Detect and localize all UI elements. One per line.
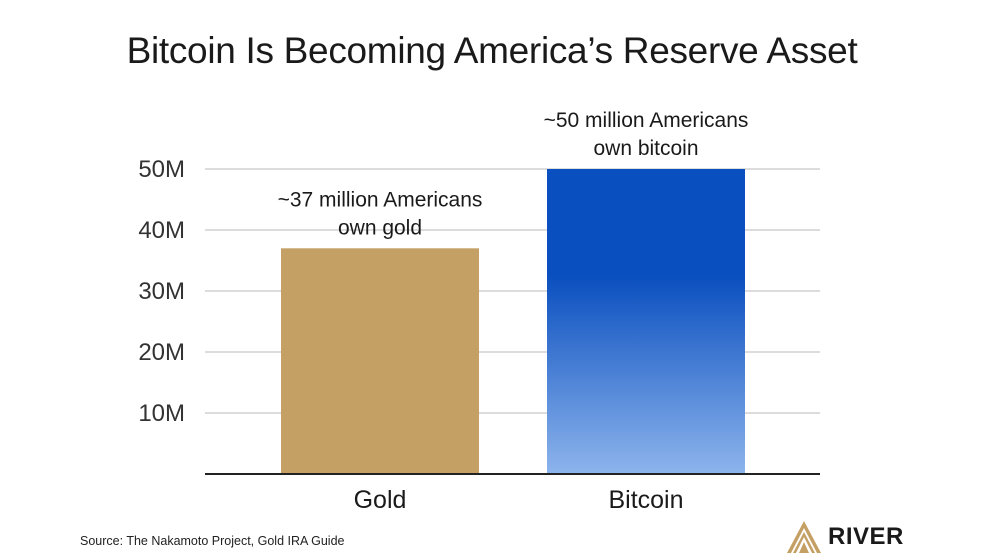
y-tick-label: 20M [138,339,185,366]
y-tick-label: 40M [138,217,185,244]
x-category-label: Gold [354,486,407,514]
bar-annotation: own bitcoin [593,137,698,160]
chart-title: Bitcoin Is Becoming America’s Reserve As… [126,30,858,71]
bar-annotation: ~50 million Americans [544,109,749,132]
source-note: Source: The Nakamoto Project, Gold IRA G… [80,534,345,548]
brand-name: RIVER [828,523,904,550]
river-logo-icon [787,521,821,553]
x-category-label: Bitcoin [608,486,683,514]
bar-annotation: ~37 million Americans [278,188,483,211]
y-tick-label: 10M [138,400,185,427]
brand-logo: RIVER [786,520,904,554]
bar-annotation: own gold [338,216,422,239]
labels: 10M 20M 30M 40M 50M Gold ~37 million Americans… [138,109,748,514]
bar-bitcoin [547,169,745,474]
bars [281,169,745,474]
y-tick-label: 50M [138,156,185,183]
bar-gold [281,248,479,474]
y-tick-label: 30M [138,278,185,305]
